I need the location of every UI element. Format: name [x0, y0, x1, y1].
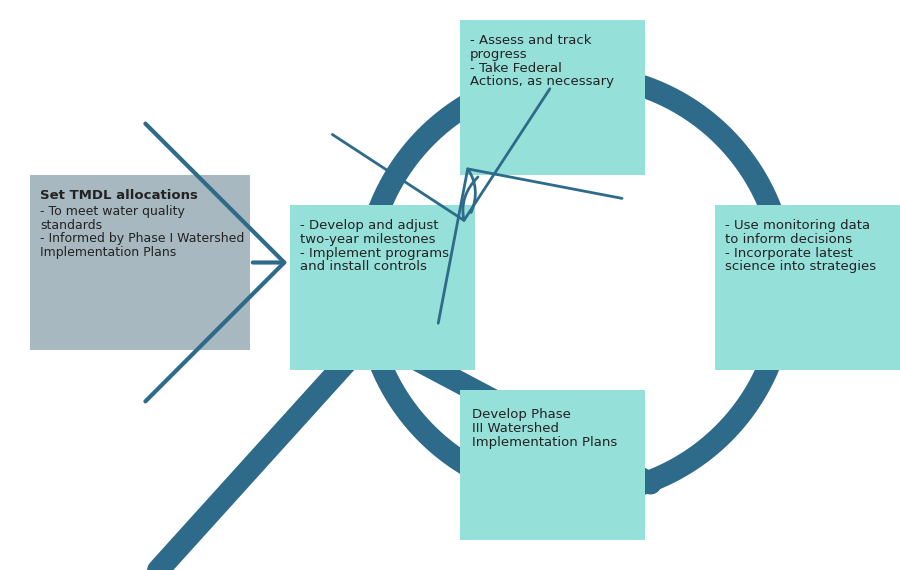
Text: - Implement programs: - Implement programs	[300, 247, 449, 259]
Text: - Develop and adjust: - Develop and adjust	[300, 219, 438, 232]
Text: Actions, as necessary: Actions, as necessary	[470, 75, 614, 88]
Text: Develop Phase: Develop Phase	[472, 408, 571, 421]
Text: to inform decisions: to inform decisions	[725, 233, 852, 246]
Text: science into strategies: science into strategies	[725, 260, 876, 274]
Bar	[30, 175, 250, 350]
Text: Set TMDL allocations: Set TMDL allocations	[40, 189, 198, 202]
Bar	[460, 390, 645, 540]
Text: Implementation Plans: Implementation Plans	[40, 246, 176, 259]
Text: III Watershed: III Watershed	[472, 422, 559, 435]
Text: and install controls: and install controls	[300, 260, 427, 274]
Text: progress: progress	[470, 48, 527, 61]
Text: two-year milestones: two-year milestones	[300, 233, 436, 246]
Text: - Incorporate latest: - Incorporate latest	[725, 247, 853, 259]
Bar	[715, 205, 900, 370]
Text: - Informed by Phase I Watershed: - Informed by Phase I Watershed	[40, 233, 245, 245]
Text: - Use monitoring data: - Use monitoring data	[725, 219, 870, 232]
Bar	[460, 20, 645, 175]
Text: - To meet water quality: - To meet water quality	[40, 205, 184, 218]
Text: - Assess and track: - Assess and track	[470, 34, 591, 47]
Text: - Take Federal: - Take Federal	[470, 62, 562, 75]
Text: Implementation Plans: Implementation Plans	[472, 435, 617, 449]
Text: standards: standards	[40, 218, 102, 231]
Bar	[290, 205, 475, 370]
